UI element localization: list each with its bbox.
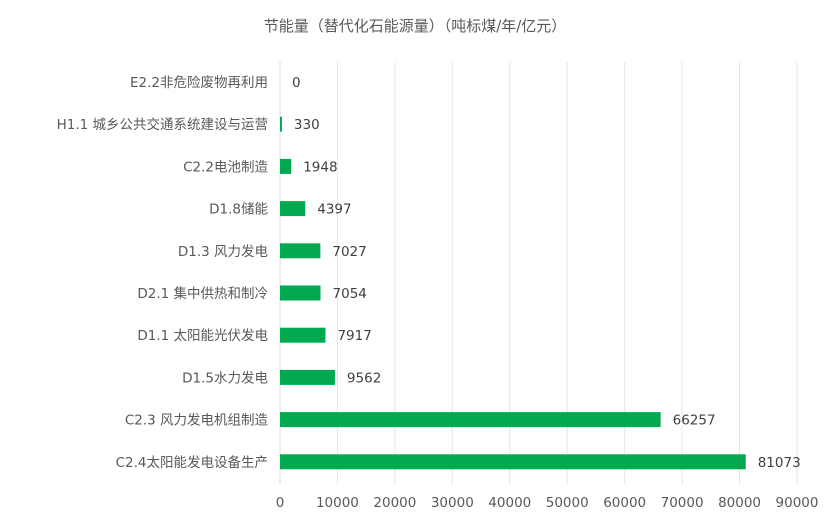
bar bbox=[280, 412, 661, 428]
category-label: C2.3 风力发电机组制造 bbox=[125, 413, 269, 429]
bars bbox=[280, 116, 746, 470]
category-label: D1.8储能 bbox=[209, 202, 268, 218]
x-tick-label: 80000 bbox=[718, 495, 761, 511]
x-tick-label: 50000 bbox=[546, 495, 589, 511]
x-tick-label: 30000 bbox=[431, 495, 474, 511]
data-label: 7027 bbox=[332, 244, 366, 260]
x-tick-label: 40000 bbox=[488, 495, 531, 511]
data-label: 9562 bbox=[347, 370, 381, 386]
bar bbox=[280, 201, 306, 217]
x-tick-label: 20000 bbox=[373, 495, 416, 511]
category-label: C2.4太阳能发电设备生产 bbox=[116, 454, 268, 471]
category-label: D1.3 风力发电 bbox=[178, 244, 268, 260]
data-label: 330 bbox=[294, 117, 320, 133]
data-label: 7054 bbox=[333, 286, 367, 302]
x-axis-ticks: 0 10000 20000 30000 40000 50000 60000 70000 8000… bbox=[276, 495, 819, 511]
data-label: 66257 bbox=[673, 413, 716, 429]
category-label: D1.5水力发电 bbox=[182, 370, 268, 386]
category-label: D2.1 集中供热和制冷 bbox=[137, 286, 268, 302]
x-tick-label: 60000 bbox=[603, 495, 646, 511]
category-labels: E2.2非危险废物再利用 H1.1 城乡公共交通系统建设与运营 C2.2电池制造 D1… bbox=[57, 75, 269, 471]
bar bbox=[280, 285, 321, 301]
x-tick-label: 10000 bbox=[316, 495, 359, 511]
data-label: 1948 bbox=[303, 159, 337, 175]
bar bbox=[280, 116, 282, 132]
data-label: 4397 bbox=[317, 202, 351, 218]
bar bbox=[280, 243, 321, 259]
data-label: 7917 bbox=[337, 328, 371, 344]
bar bbox=[280, 158, 292, 174]
category-label: H1.1 城乡公共交通系统建设与运营 bbox=[57, 116, 268, 133]
chart-title: 节能量（替代化石能源量）（吨标煤/年/亿元） bbox=[264, 17, 567, 35]
data-labels: 0 330 1948 4397 7027 7054 7917 9562 66257 81073 bbox=[292, 75, 801, 471]
bar bbox=[280, 454, 746, 470]
x-tick-label: 90000 bbox=[776, 495, 819, 511]
x-tick-label: 0 bbox=[276, 495, 285, 511]
category-label: E2.2非危险废物再利用 bbox=[130, 75, 268, 91]
bar bbox=[280, 369, 335, 385]
category-label: C2.2电池制造 bbox=[183, 159, 268, 175]
bar bbox=[280, 327, 326, 343]
data-label: 0 bbox=[292, 75, 301, 91]
data-label: 81073 bbox=[758, 455, 801, 471]
category-label: D1.1 太阳能光伏发电 bbox=[137, 328, 268, 344]
x-tick-label: 70000 bbox=[661, 495, 704, 511]
